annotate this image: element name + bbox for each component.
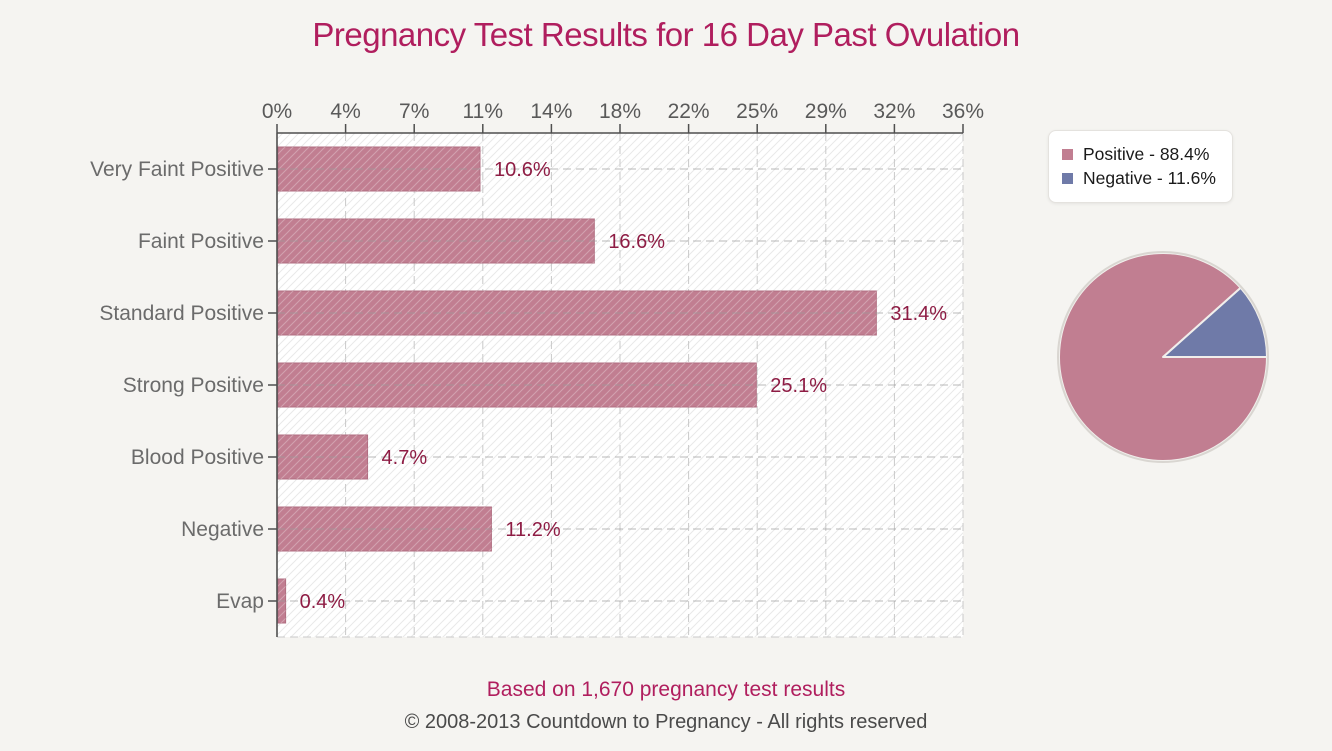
pie-chart: [1057, 251, 1269, 463]
x-tick-label: 4%: [330, 100, 360, 123]
value-label: 11.2%: [505, 519, 560, 541]
x-tick-label: 18%: [599, 100, 641, 123]
x-tick-label: 32%: [873, 100, 915, 123]
legend-item-positive: Positive - 88.4%: [1062, 144, 1216, 165]
category-label: Blood Positive: [131, 446, 264, 469]
x-tick-label: 29%: [805, 100, 847, 123]
category-label: Very Faint Positive: [90, 158, 264, 181]
value-label: 25.1%: [770, 375, 827, 397]
x-tick-label: 11%: [463, 100, 503, 123]
legend-item-negative: Negative - 11.6%: [1062, 168, 1216, 189]
positive-swatch-icon: [1062, 149, 1073, 160]
pie-slice-positive: [1058, 252, 1268, 462]
value-label: 0.4%: [300, 591, 346, 613]
category-label: Faint Positive: [138, 230, 264, 253]
value-label: 16.6%: [608, 231, 665, 253]
page-title: Pregnancy Test Results for 16 Day Past O…: [312, 16, 1020, 53]
category-label: Negative: [181, 518, 264, 541]
footer-note: Based on 1,670 pregnancy test results: [486, 678, 846, 701]
bar-chart: Very Faint Positive 10.6% Faint Positive 16…: [90, 100, 984, 638]
negative-swatch-icon: [1062, 173, 1073, 184]
x-tick-label: 36%: [942, 100, 984, 123]
x-tick-label: 14%: [530, 100, 572, 123]
category-label: Evap: [216, 590, 264, 613]
x-tick-label: 7%: [399, 100, 429, 123]
category-label: Strong Positive: [123, 374, 264, 397]
pie-slice-negative: [1162, 286, 1268, 358]
pie-ring: [1057, 251, 1269, 463]
x-tick-label: 22%: [668, 100, 710, 123]
legend-label-positive: Positive - 88.4%: [1083, 144, 1210, 164]
copyright-notice: © 2008-2013 Countdown to Pregnancy - All…: [404, 711, 928, 733]
legend-label-negative: Negative - 11.6%: [1083, 168, 1216, 188]
x-tick-label: 0%: [262, 100, 292, 123]
value-label: 4.7%: [382, 447, 428, 469]
x-tick-label: 25%: [736, 100, 778, 123]
value-label: 10.6%: [494, 159, 551, 181]
value-label: 31.4%: [890, 303, 947, 325]
pie-legend: Positive - 88.4% Negative - 11.6%: [1048, 130, 1233, 203]
category-label: Standard Positive: [99, 302, 264, 325]
